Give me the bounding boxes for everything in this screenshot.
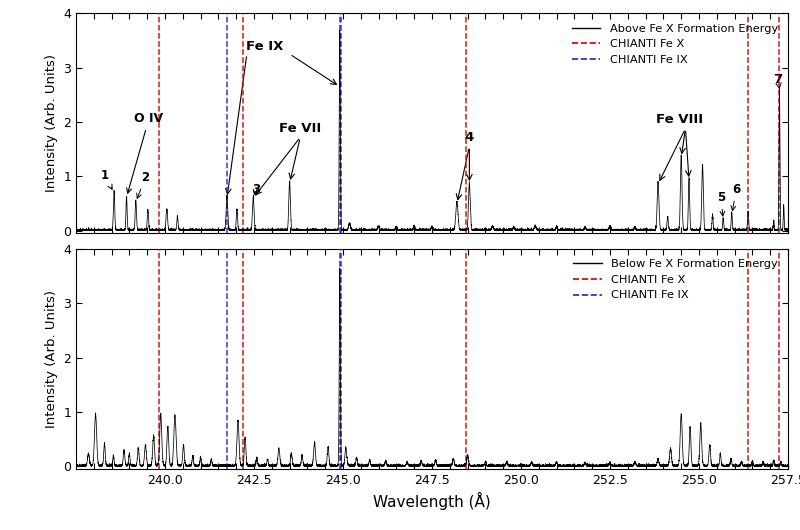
Text: Fe VII: Fe VII	[279, 122, 322, 135]
Legend: Below Fe X Formation Energy, CHIANTI Fe X, CHIANTI Fe IX: Below Fe X Formation Energy, CHIANTI Fe …	[569, 254, 782, 305]
Text: 4: 4	[465, 131, 474, 144]
Text: 1: 1	[101, 169, 112, 189]
Legend: Above Fe X Formation Energy, CHIANTI Fe X, CHIANTI Fe IX: Above Fe X Formation Energy, CHIANTI Fe …	[567, 19, 782, 69]
Text: 7: 7	[774, 73, 782, 89]
Text: 6: 6	[731, 183, 741, 210]
Y-axis label: Intensity (Arb. Units): Intensity (Arb. Units)	[45, 290, 58, 428]
Text: 3: 3	[252, 183, 260, 196]
Text: 5: 5	[717, 191, 725, 216]
Text: Fe VIII: Fe VIII	[656, 113, 703, 126]
Y-axis label: Intensity (Arb. Units): Intensity (Arb. Units)	[45, 55, 58, 192]
X-axis label: Wavelength (Å): Wavelength (Å)	[373, 492, 491, 510]
Text: O IV: O IV	[126, 112, 163, 193]
Text: Fe IX: Fe IX	[246, 40, 283, 53]
Text: 2: 2	[137, 171, 150, 198]
